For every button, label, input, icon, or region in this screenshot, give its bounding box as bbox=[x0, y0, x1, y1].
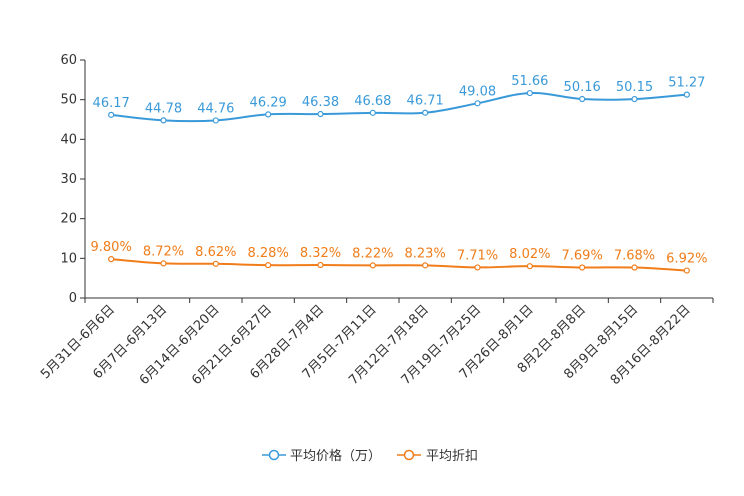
y-tick-label: 10 bbox=[60, 251, 77, 266]
data-point bbox=[474, 100, 481, 107]
data-point bbox=[265, 262, 272, 269]
data-label: 6.92% bbox=[666, 252, 707, 267]
data-point bbox=[317, 261, 324, 269]
data-point bbox=[526, 89, 533, 97]
legend-marker-icon bbox=[403, 449, 415, 461]
y-tick-label: 40 bbox=[60, 132, 77, 147]
data-label: 7.71% bbox=[457, 248, 498, 263]
data-label: 50.16 bbox=[564, 80, 601, 95]
data-point bbox=[526, 263, 533, 270]
legend-marker-icon bbox=[268, 449, 280, 461]
legend-item-1[interactable]: 平均折扣 bbox=[397, 449, 478, 464]
series-layer: 46.17 44.78 44.76 46.29 46.38 46.68 46.71 49.08… bbox=[91, 74, 707, 274]
data-point bbox=[108, 256, 115, 263]
data-label: 8.72% bbox=[143, 244, 184, 259]
data-point bbox=[369, 262, 376, 269]
data-point bbox=[683, 267, 690, 274]
series-line bbox=[111, 92, 687, 123]
data-label: 46.38 bbox=[302, 95, 339, 110]
y-tick-label: 30 bbox=[60, 172, 77, 187]
y-tick-label: 20 bbox=[60, 212, 77, 227]
data-label: 44.76 bbox=[197, 101, 234, 116]
y-tick-label: 50 bbox=[60, 93, 77, 108]
data-label: 51.66 bbox=[511, 74, 548, 89]
data-label: 7.69% bbox=[562, 248, 603, 263]
y-tick-label: 60 bbox=[60, 53, 77, 68]
data-label: 8.62% bbox=[195, 245, 236, 260]
legend-label: 平均折扣 bbox=[426, 449, 478, 464]
data-point bbox=[422, 109, 429, 116]
data-label: 46.17 bbox=[93, 96, 130, 111]
data-label: 8.32% bbox=[300, 246, 341, 261]
data-label: 49.08 bbox=[459, 84, 496, 99]
data-point bbox=[265, 111, 272, 118]
data-point bbox=[683, 91, 690, 98]
data-point bbox=[212, 260, 219, 267]
series-0: 46.17 44.78 44.76 46.29 46.38 46.68 46.71 49.08… bbox=[93, 74, 705, 124]
data-label: 8.23% bbox=[405, 246, 446, 261]
data-label: 9.80% bbox=[91, 240, 132, 255]
data-point bbox=[422, 262, 429, 269]
data-point bbox=[160, 260, 167, 267]
data-label: 7.68% bbox=[614, 249, 655, 264]
data-point bbox=[108, 111, 115, 118]
y-tick-label: 0 bbox=[69, 291, 77, 306]
data-point bbox=[579, 264, 586, 271]
data-point bbox=[474, 264, 481, 271]
legend-label: 平均价格（万） bbox=[290, 448, 381, 464]
series-1: 9.80% 8.72% 8.62% 8.28% 8.32% 8.22% 8.23% 7.71%… bbox=[91, 240, 707, 274]
data-label: 8.28% bbox=[248, 246, 289, 261]
data-label: 46.29 bbox=[250, 95, 287, 110]
data-label: 50.15 bbox=[616, 80, 653, 95]
data-point bbox=[160, 117, 167, 124]
data-point bbox=[579, 95, 586, 103]
data-label: 46.68 bbox=[354, 94, 391, 109]
data-point bbox=[369, 109, 376, 116]
data-label: 8.22% bbox=[352, 246, 393, 261]
data-point bbox=[631, 264, 638, 271]
legend[interactable]: 平均价格（万） 平均折扣 bbox=[262, 448, 478, 464]
legend-item-0[interactable]: 平均价格（万） bbox=[262, 448, 381, 464]
data-label: 51.27 bbox=[668, 76, 705, 91]
data-point bbox=[212, 117, 219, 124]
data-label: 44.78 bbox=[145, 101, 182, 116]
data-point bbox=[317, 110, 324, 118]
series-line bbox=[111, 258, 687, 272]
data-point bbox=[631, 95, 638, 103]
data-label: 8.02% bbox=[509, 247, 550, 262]
data-label: 46.71 bbox=[407, 94, 444, 109]
